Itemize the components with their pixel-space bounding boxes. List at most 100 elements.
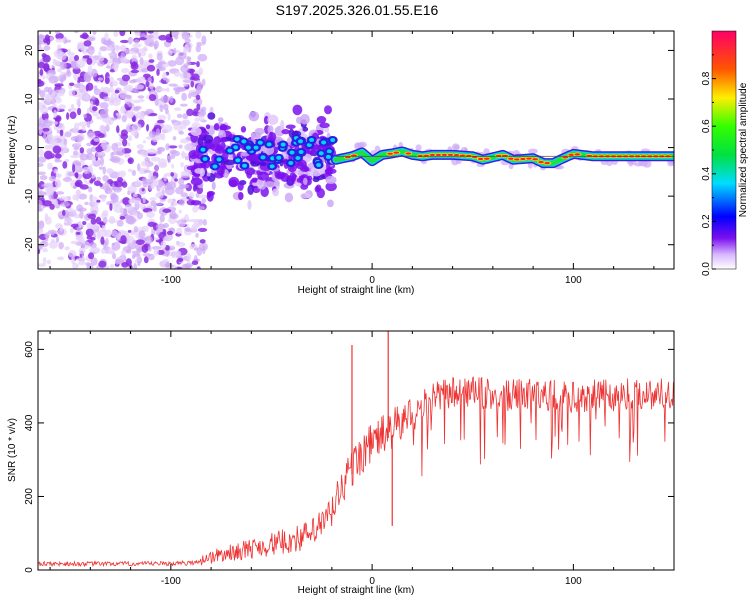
transition-core-inner	[269, 164, 275, 169]
noise-blob	[133, 193, 138, 198]
noise-blob	[176, 218, 187, 228]
noise-blob	[99, 46, 108, 52]
noise-blob	[42, 127, 50, 132]
noise-blob	[195, 94, 201, 101]
noise-blob	[133, 39, 140, 44]
noise-blob	[192, 204, 199, 213]
noise-blob	[63, 73, 67, 80]
noise-blob	[81, 254, 85, 263]
y-tick-label: 400	[24, 414, 35, 431]
transition-core-inner	[276, 155, 282, 160]
noise-blob	[121, 114, 127, 123]
noise-blob	[97, 133, 105, 139]
colorbar-tick-label: 0.8	[701, 71, 712, 85]
noise-blob	[177, 52, 187, 60]
colorbar-label: Normalized spectral amplitude	[738, 82, 749, 217]
noise-blob	[76, 98, 81, 107]
noise-blob	[74, 165, 81, 170]
noise-blob	[78, 247, 86, 255]
noise-blob	[97, 77, 103, 81]
transition-blob	[210, 143, 221, 152]
noise-blob	[156, 202, 163, 206]
noise-blob	[184, 38, 191, 44]
carrier-hot-core	[514, 158, 521, 161]
noise-blob	[173, 47, 177, 55]
noise-blob	[158, 61, 167, 65]
transition-blob	[316, 116, 327, 124]
noise-blob	[38, 171, 46, 175]
noise-blob	[92, 31, 97, 36]
noise-blob	[79, 184, 89, 190]
noise-blob	[146, 211, 155, 219]
noise-blob	[72, 164, 76, 173]
noise-blob	[39, 241, 49, 248]
y-tick-label: 0	[24, 567, 35, 573]
noise-blob	[112, 97, 122, 103]
noise-blob	[38, 191, 47, 196]
noise-blob	[138, 52, 142, 58]
transition-core-inner	[289, 150, 295, 155]
noise-blob	[49, 203, 55, 210]
noise-blob	[141, 150, 149, 158]
noise-blob	[85, 84, 89, 92]
noise-blob	[184, 155, 190, 161]
noise-blob	[149, 197, 157, 201]
noise-blob	[187, 92, 192, 99]
transition-blob	[302, 126, 309, 132]
noise-blob	[132, 210, 138, 217]
noise-blob	[168, 83, 178, 87]
noise-blob	[69, 208, 74, 213]
noise-blob	[111, 80, 118, 87]
transition-core-inner	[253, 145, 259, 150]
noise-blob	[178, 130, 185, 135]
noise-blob	[144, 178, 154, 185]
noise-blob	[155, 191, 164, 199]
noise-blob	[95, 145, 103, 153]
carrier-hot-core	[447, 153, 454, 156]
noise-blob	[167, 113, 171, 121]
noise-blob	[38, 148, 44, 157]
noise-blob	[141, 160, 150, 167]
noise-blob	[155, 228, 160, 236]
noise-blob	[63, 138, 68, 146]
carrier-hot-core	[574, 153, 581, 156]
y-tick-label: 600	[24, 341, 35, 358]
noise-blob	[160, 95, 171, 104]
noise-blob	[85, 262, 91, 267]
noise-blob	[162, 223, 170, 229]
noise-blob	[64, 195, 70, 202]
noise-blob	[142, 196, 146, 204]
noise-blob	[111, 241, 121, 251]
noise-blob	[190, 80, 195, 88]
noise-blob	[104, 32, 109, 40]
noise-blob	[47, 162, 53, 170]
noise-blob	[54, 31, 61, 35]
noise-blob	[187, 34, 193, 38]
noise-blob	[111, 252, 117, 260]
transition-blob	[244, 167, 256, 176]
transition-core-inner	[266, 142, 272, 147]
noise-blob	[147, 76, 152, 83]
noise-blob	[100, 194, 106, 202]
noise-blob	[80, 243, 86, 248]
noise-blob	[48, 75, 59, 84]
noise-blob	[120, 235, 127, 244]
noise-blob	[124, 153, 131, 159]
noise-blob	[43, 64, 50, 72]
carrier-hot-core	[441, 153, 448, 156]
noise-blob	[121, 181, 128, 188]
y-tick-label: 10	[24, 93, 35, 105]
noise-blob	[41, 112, 49, 121]
noise-blob	[55, 191, 65, 195]
transition-core-inner	[234, 137, 240, 142]
noise-blob	[100, 157, 105, 166]
noise-blob	[87, 252, 95, 260]
colorbar-tick-label: 0.2	[701, 214, 712, 228]
carrier-trace	[329, 141, 674, 171]
noise-blob	[144, 156, 150, 162]
noise-blob	[127, 102, 134, 107]
carrier-hot-core	[544, 162, 551, 165]
transition-core-inner	[330, 138, 336, 143]
noise-blob	[91, 155, 96, 163]
